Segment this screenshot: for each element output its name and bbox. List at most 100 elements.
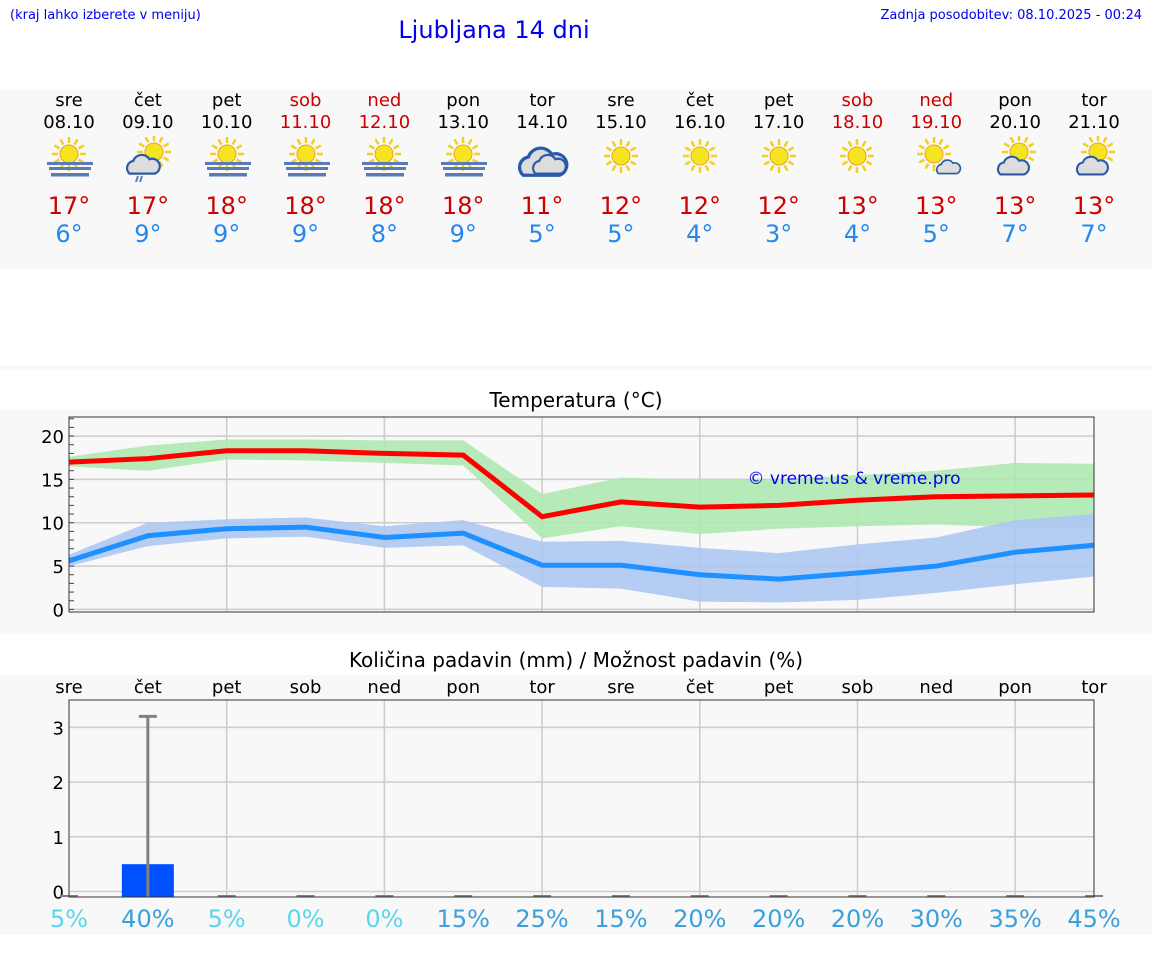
sun-cloud-icon: [1075, 136, 1115, 176]
max-temp: 13°: [836, 192, 879, 220]
forecast-day: sre 08.10 17° 6°: [30, 90, 108, 248]
day-date: 10.10: [200, 112, 253, 133]
divider: [0, 365, 1152, 370]
max-temp: 18°: [284, 192, 327, 220]
forecast-day: tor 14.10 11° 5°: [503, 90, 581, 248]
max-temp: 13°: [1072, 192, 1116, 220]
max-temp-line: [68, 448, 1095, 520]
precip-probability: 35%: [988, 905, 1041, 933]
day-label: pon: [446, 677, 480, 698]
day-date: 16.10: [674, 112, 726, 133]
precip-probability: 15%: [594, 905, 647, 933]
sun-small-cloud-icon: [917, 137, 962, 175]
y-tick-label: 5: [53, 557, 64, 578]
sun-icon: [603, 139, 638, 173]
max-temp: 12°: [678, 192, 722, 220]
y-tick-label: 0: [53, 883, 64, 904]
plot-frame: [68, 416, 1095, 613]
y-tick-label: 15: [41, 470, 64, 491]
day-name: sre: [607, 90, 635, 111]
sun-cloud-icon: [997, 136, 1037, 176]
day-name: pon: [998, 90, 1033, 111]
min-temp: 7°: [1001, 220, 1029, 248]
precipitation-chart-title: Količina padavin (mm) / Možnost padavin …: [348, 648, 804, 672]
day-name: ned: [367, 90, 402, 111]
temperature-chart-title: Temperatura (°C): [489, 388, 663, 412]
day-name: tor: [529, 90, 555, 111]
forecast-day: tor 21.10 13° 7°: [1055, 90, 1133, 248]
sun-fog-icon: [283, 137, 330, 177]
day-label: tor: [1081, 677, 1107, 698]
day-name: sob: [841, 90, 874, 111]
max-temp: 18°: [363, 192, 406, 220]
day-date: 12.10: [358, 112, 411, 133]
day-name: pon: [446, 90, 481, 111]
sun-fog-icon: [204, 137, 251, 177]
day-label: sob: [842, 677, 874, 698]
day-label: pon: [998, 677, 1032, 698]
day-label: ned: [919, 677, 953, 698]
day-name: čet: [133, 90, 162, 111]
max-temp: 17°: [47, 192, 91, 220]
sun-cloud-rain-icon: [125, 136, 171, 182]
day-date: 20.10: [989, 112, 1041, 133]
min-temp: 5°: [607, 220, 635, 248]
last-updated: Zadnja posodobitev: 08.10.2025 - 00:24: [880, 8, 1142, 23]
day-date: 08.10: [43, 112, 95, 133]
precip-probability: 20%: [673, 905, 726, 933]
sun-fog-icon: [441, 137, 488, 177]
day-name: čet: [685, 90, 714, 111]
day-label: tor: [529, 677, 555, 698]
precip-probability: 5%: [50, 905, 88, 933]
day-name: pet: [763, 90, 794, 111]
sun-icon: [682, 139, 717, 173]
sun-icon: [840, 139, 875, 173]
forecast-day: pet 17.10 12° 3°: [740, 90, 818, 248]
precip-probability: 0%: [365, 905, 403, 933]
min-temp-line: [68, 524, 1095, 582]
day-date: 18.10: [831, 112, 884, 133]
min-temp: 9°: [291, 220, 320, 248]
sun-fog-icon: [362, 137, 409, 177]
day-name: tor: [1081, 90, 1107, 111]
page-title: Ljubljana 14 dni: [398, 16, 590, 44]
y-tick-label: 2: [53, 773, 64, 794]
max-temp: 13°: [993, 192, 1037, 220]
cloudy-icon: [518, 146, 569, 177]
min-temp: 6°: [55, 220, 83, 248]
forecast-day: sob 11.10 18° 9°: [267, 90, 345, 248]
forecast-day: čet 09.10 17° 9°: [109, 90, 187, 248]
max-temp: 11°: [520, 192, 564, 220]
precip-probability: 5%: [208, 905, 246, 933]
day-date: 14.10: [516, 112, 568, 133]
max-temp: 17°: [126, 192, 170, 220]
day-label: pet: [764, 677, 794, 698]
y-tick-label: 1: [53, 828, 64, 849]
sun-icon: [761, 139, 796, 173]
day-date: 11.10: [279, 112, 332, 133]
day-date: 19.10: [910, 112, 963, 133]
temperature-band: [69, 514, 1094, 603]
day-date: 13.10: [437, 112, 489, 133]
precip-probability: 45%: [1067, 905, 1120, 933]
forecast-day: ned 12.10 18° 8°: [345, 90, 423, 248]
min-temp: 5°: [922, 220, 950, 248]
precip-probability: 0%: [286, 905, 324, 933]
max-temp: 12°: [757, 192, 800, 220]
precip-probability: 30%: [910, 905, 963, 933]
min-temp: 8°: [370, 220, 399, 248]
precip-probability: 20%: [831, 905, 884, 933]
min-temp: 4°: [686, 220, 714, 248]
day-label: čet: [134, 677, 162, 698]
min-temp: 9°: [449, 220, 477, 248]
precip-probability: 25%: [515, 905, 568, 933]
day-label: sob: [290, 677, 322, 698]
min-temp: 3°: [764, 220, 793, 248]
max-temp: 12°: [599, 192, 643, 220]
watermark: © vreme.us & vreme.pro: [747, 469, 960, 489]
min-temp: 9°: [213, 220, 241, 248]
forecast-day: pon 20.10 13° 7°: [976, 90, 1054, 248]
y-tick-label: 3: [53, 718, 64, 739]
